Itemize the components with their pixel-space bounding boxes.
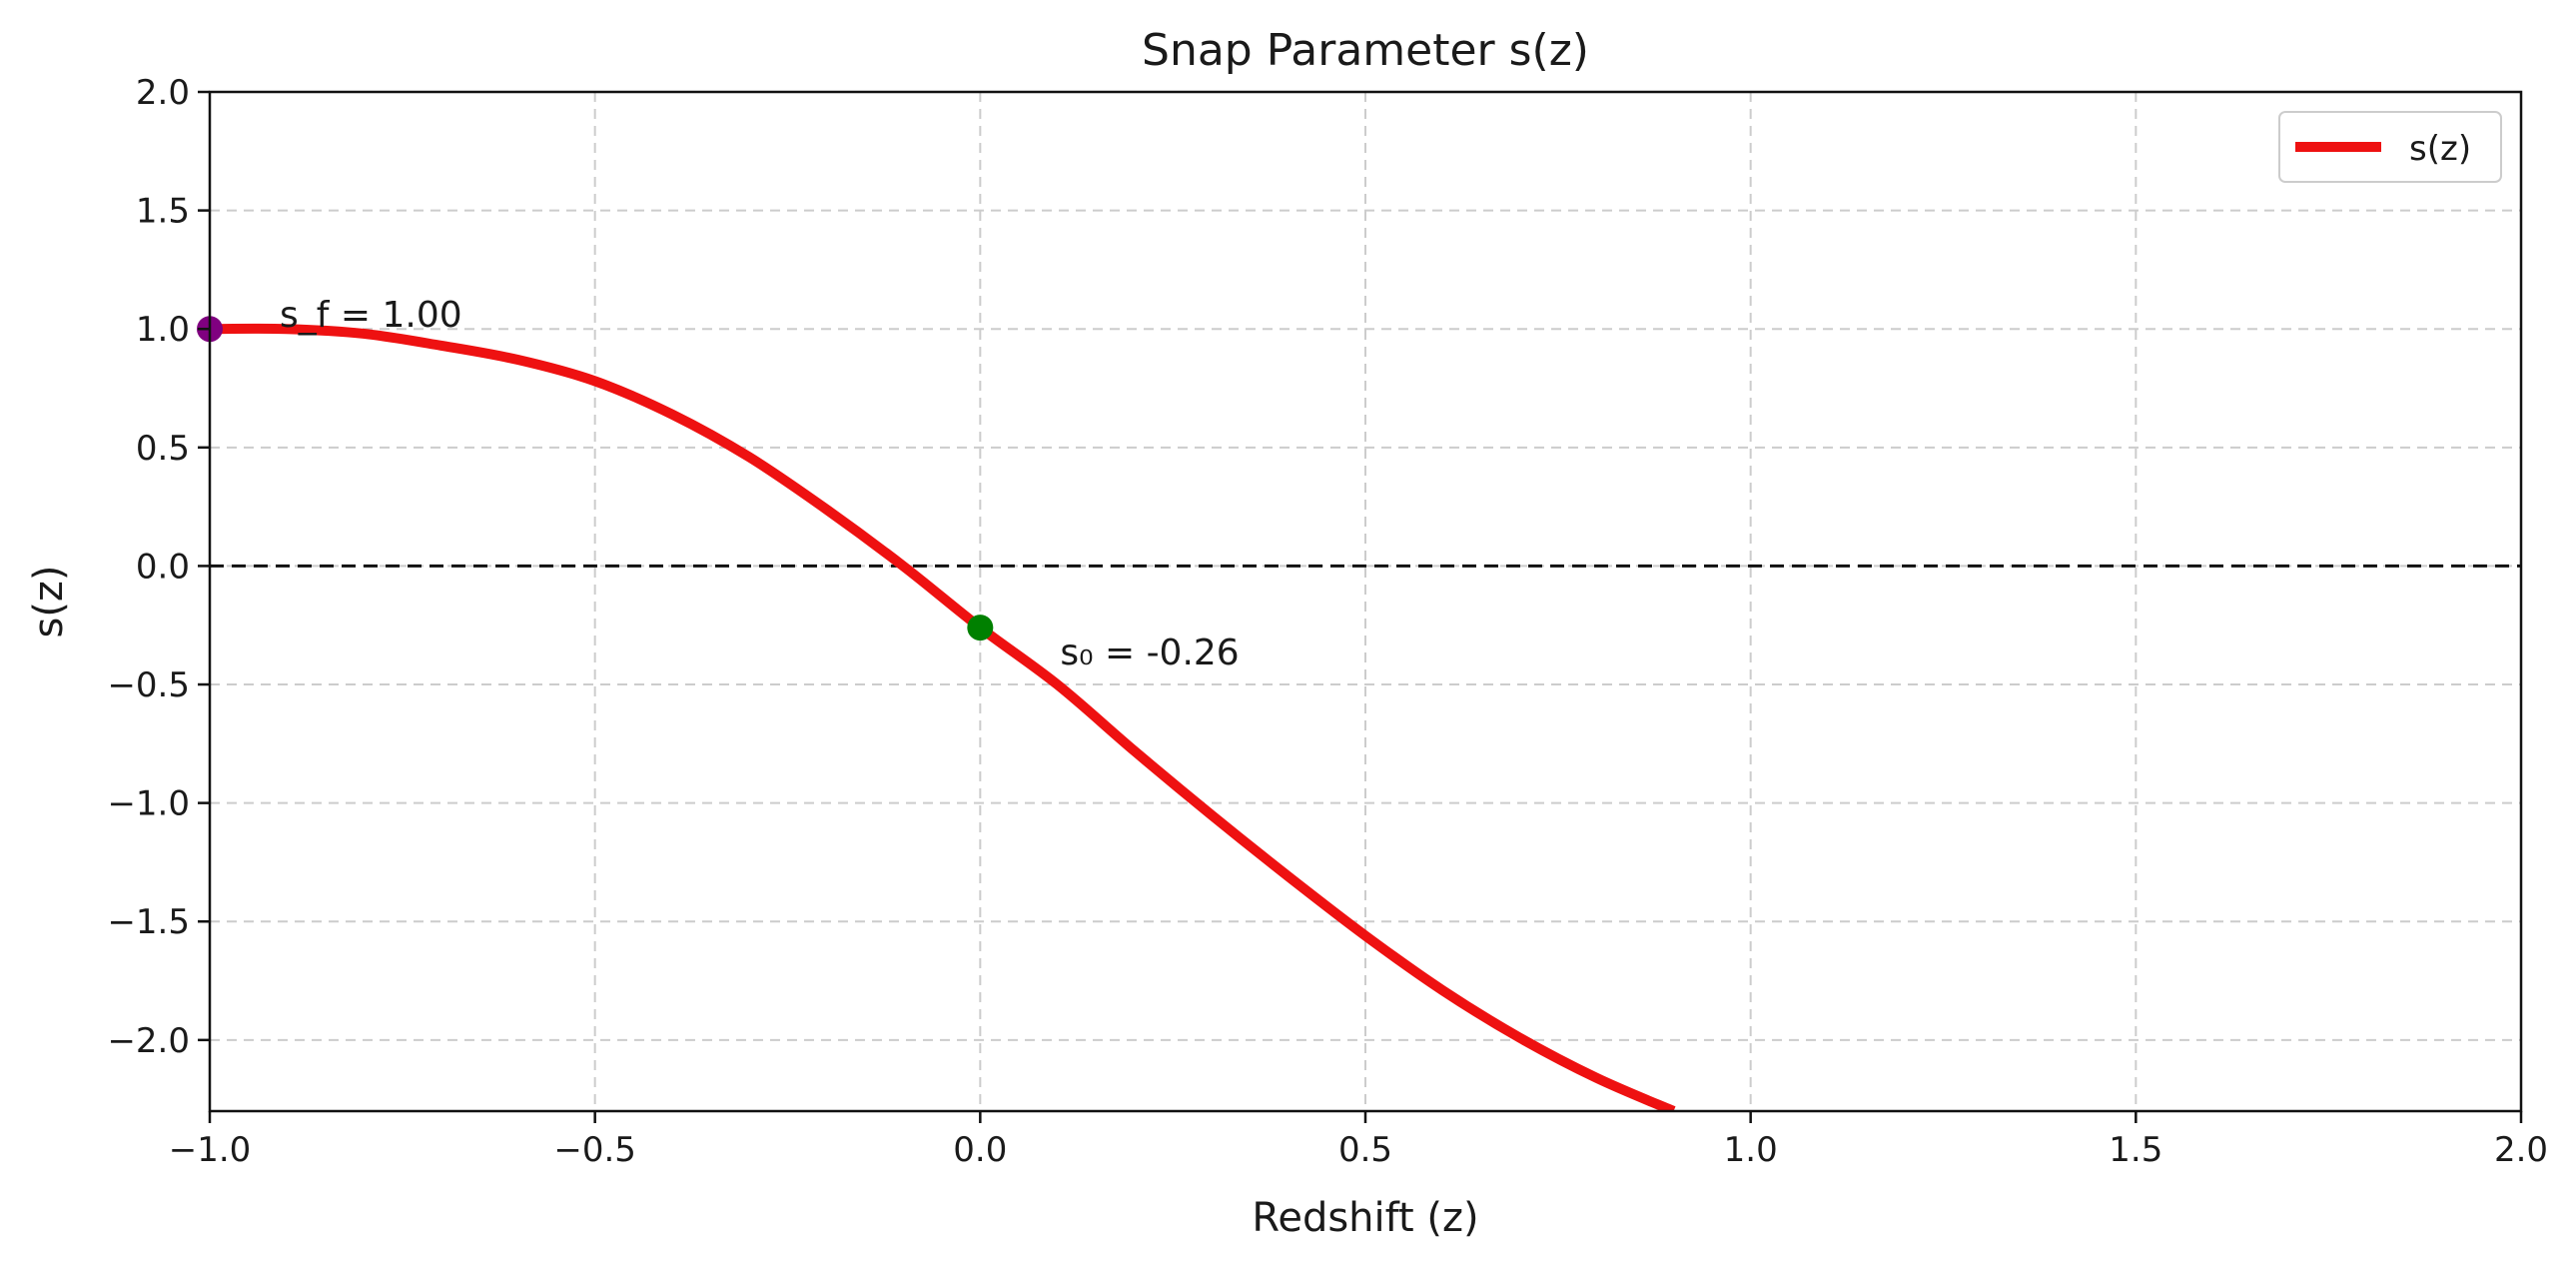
legend-label-s-z: s(z) xyxy=(2409,129,2471,169)
legend-box xyxy=(2278,111,2502,183)
point-present xyxy=(967,615,994,641)
x-tick-label-1: −0.5 xyxy=(553,1130,636,1170)
x-tick-label-3: 0.5 xyxy=(1338,1130,1392,1170)
point-label-present: s₀ = -0.26 xyxy=(1060,633,1239,673)
y-tick-label-7: 1.5 xyxy=(136,192,190,232)
x-tick-label-2: 0.0 xyxy=(953,1130,1007,1170)
y-tick-label-5: 0.5 xyxy=(136,429,190,469)
y-tick-label-8: 2.0 xyxy=(136,73,190,113)
y-tick-label-1: −1.5 xyxy=(107,902,190,942)
chart-title: Snap Parameter s(z) xyxy=(1142,25,1589,76)
y-tick-label-3: −0.5 xyxy=(107,665,190,705)
x-tick-label-5: 1.5 xyxy=(2109,1130,2162,1170)
series-line-s-z xyxy=(210,323,1676,1111)
y-axis-ticks: −2.0 −1.5 −1.0 −0.5 0.0 0.5 1.0 1.5 2.0 xyxy=(107,73,210,1061)
y-axis-label: s(z) xyxy=(26,565,72,637)
legend: s(z) xyxy=(2278,111,2502,183)
x-axis-label: Redshift (z) xyxy=(1252,1195,1478,1241)
x-axis-ticks: −1.0 −0.5 0.0 0.5 1.0 1.5 2.0 xyxy=(169,1111,2548,1170)
x-tick-label-4: 1.0 xyxy=(1724,1130,1778,1170)
y-tick-label-0: −2.0 xyxy=(107,1021,190,1061)
marked-points: s_f = 1.00 s₀ = -0.26 xyxy=(197,295,1240,673)
x-tick-label-6: 2.0 xyxy=(2494,1130,2548,1170)
point-label-future: s_f = 1.00 xyxy=(280,295,462,336)
x-tick-label-0: −1.0 xyxy=(169,1130,252,1170)
y-tick-label-6: 1.0 xyxy=(136,310,190,350)
y-tick-label-4: 0.0 xyxy=(136,547,190,587)
y-tick-label-2: −1.0 xyxy=(107,784,190,824)
